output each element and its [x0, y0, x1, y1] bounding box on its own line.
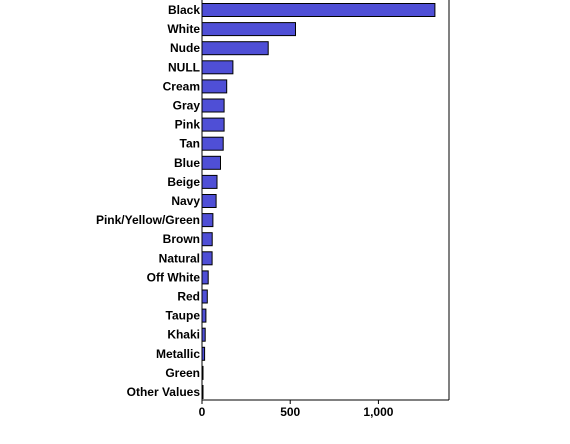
- category-label-pink: Pink: [175, 118, 201, 132]
- category-label-navy: Navy: [171, 194, 200, 208]
- bar-white: [201, 22, 296, 37]
- category-label-natural: Natural: [159, 251, 200, 265]
- category-label-white: White: [167, 22, 200, 36]
- bars-layer: [201, 3, 436, 399]
- category-label-taupe: Taupe: [166, 309, 201, 323]
- bar-natural: [201, 251, 213, 266]
- bar-navy: [201, 194, 217, 208]
- x-tick-label: 500: [280, 405, 300, 419]
- category-label-brown: Brown: [163, 232, 200, 246]
- bar-cream: [201, 79, 228, 94]
- bar-beige: [201, 174, 218, 189]
- category-label-beige: Beige: [167, 175, 200, 189]
- bar-null: [201, 60, 234, 75]
- category-label-gray: Gray: [173, 99, 201, 113]
- category-label-nude: Nude: [170, 41, 200, 55]
- x-tick-label: 0: [199, 405, 206, 419]
- category-labels: Black White Nude NULL Cream Gray Pink Tan Blue Be…: [96, 3, 200, 399]
- bar-blue: [201, 155, 221, 170]
- category-label-green: Green: [165, 366, 200, 380]
- category-label-other-values: Other Values: [127, 385, 201, 399]
- category-label-metallic: Metallic: [156, 347, 200, 361]
- category-label-red: Red: [177, 290, 200, 304]
- category-label-cream: Cream: [163, 79, 200, 93]
- category-label-khaki: Khaki: [167, 328, 200, 342]
- bar-tan: [201, 136, 224, 151]
- bar-pink-yellow-green: [201, 213, 214, 228]
- x-tick-label: 1,000: [363, 405, 393, 419]
- bar-black: [201, 3, 436, 17]
- bar-taupe: [201, 308, 207, 323]
- category-label-blue: Blue: [174, 156, 200, 170]
- category-label-tan: Tan: [180, 137, 200, 151]
- bar-gray: [201, 98, 225, 113]
- category-label-black: Black: [168, 3, 200, 17]
- bar-nude: [201, 41, 269, 56]
- category-label-pink-yellow-green: Pink/Yellow/Green: [96, 213, 200, 227]
- category-label-null: NULL: [168, 60, 200, 74]
- category-label-off-white: Off White: [147, 270, 201, 284]
- bar-off-white: [201, 270, 209, 285]
- bar-red: [201, 289, 208, 304]
- bar-brown: [201, 232, 213, 247]
- bar-pink: [201, 117, 225, 132]
- axes: 0 500 1,000: [199, 0, 450, 419]
